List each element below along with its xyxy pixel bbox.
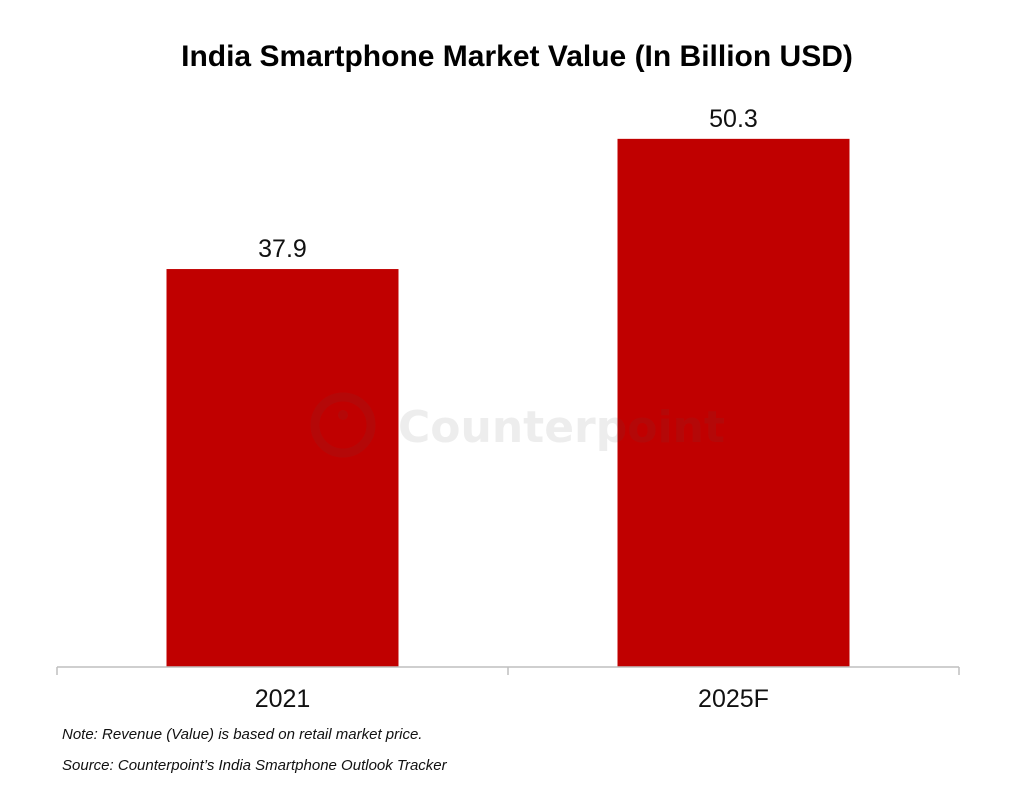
bar-2021 [166, 269, 399, 667]
data-label-2025F: 50.3 [709, 105, 758, 133]
x-axis: 2021 2025F [56, 666, 960, 713]
watermark: Counterpoint [310, 392, 725, 458]
x-tick-label-2025F: 2025F [698, 685, 769, 713]
chart-note: Note: Revenue (Value) is based on retail… [62, 726, 423, 743]
chart-title: India Smartphone Market Value (In Billio… [181, 40, 853, 73]
chart-source: Source: Counterpoint’s India Smartphone … [62, 757, 447, 774]
data-label-2021: 37.9 [258, 235, 307, 263]
x-tick-label-2021: 2021 [255, 685, 311, 713]
watermark-text: Counterpoint [398, 402, 725, 453]
logo-dot [338, 410, 348, 420]
counterpoint-logo-icon [310, 392, 376, 458]
bars-layer: 37.9 50.3 [166, 105, 850, 668]
bar-2025F [617, 138, 850, 668]
